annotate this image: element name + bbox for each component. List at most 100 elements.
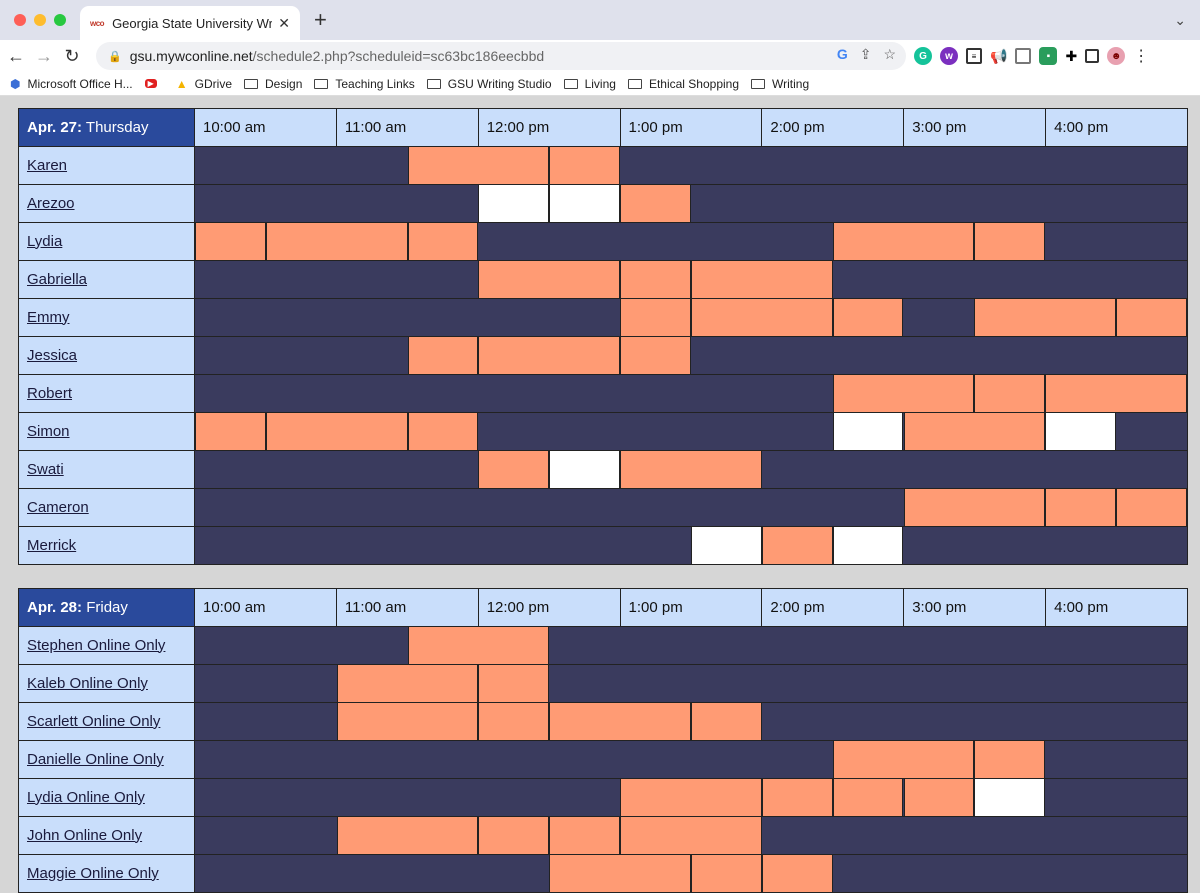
available-slot[interactable] [1045, 488, 1117, 526]
available-slot[interactable] [1045, 374, 1187, 412]
available-slot[interactable] [620, 298, 691, 336]
robot-icon[interactable]: ▪ [1039, 47, 1058, 65]
bookmark-item[interactable]: Teaching Links [314, 77, 415, 91]
available-slot[interactable] [974, 298, 1117, 336]
available-slot[interactable] [407, 146, 550, 184]
available-slot[interactable] [974, 374, 1046, 412]
document-icon[interactable] [1015, 48, 1032, 64]
available-slot[interactable] [690, 702, 762, 740]
tutor-name-link[interactable]: Danielle Online Only [27, 750, 164, 768]
tutor-name-link[interactable]: Kaleb Online Only [27, 674, 148, 692]
open-slot[interactable] [549, 450, 621, 488]
available-slot[interactable] [478, 664, 550, 702]
available-slot[interactable] [195, 222, 266, 260]
available-slot[interactable] [690, 854, 762, 892]
available-slot[interactable] [832, 222, 975, 260]
available-slot[interactable] [407, 412, 479, 450]
tutor-name-link[interactable]: Stephen Online Only [27, 636, 166, 654]
forward-button[interactable]: → [35, 45, 53, 66]
available-slot[interactable] [336, 702, 479, 740]
maximize-window-button[interactable] [54, 14, 66, 26]
tutor-name-link[interactable]: Swati [27, 460, 64, 478]
puzzle-icon[interactable]: ✚ [1065, 47, 1078, 64]
grammarly-icon[interactable]: G [914, 47, 932, 65]
available-slot[interactable] [832, 778, 904, 816]
available-slot[interactable] [620, 184, 691, 222]
available-slot[interactable] [478, 816, 550, 854]
available-slot[interactable] [832, 298, 904, 336]
minimize-window-button[interactable] [34, 14, 46, 26]
tutor-name-link[interactable]: Gabriella [27, 270, 88, 288]
available-slot[interactable] [974, 222, 1046, 260]
open-slot[interactable] [690, 526, 762, 564]
available-slot[interactable] [478, 702, 550, 740]
available-slot[interactable] [407, 336, 479, 374]
available-slot[interactable] [832, 740, 975, 778]
tutor-name-link[interactable]: Maggie Online Only [27, 864, 159, 882]
tutor-name-link[interactable]: Merrick [27, 536, 77, 554]
bookmark-item[interactable]: Writing [751, 77, 809, 91]
bookmark-item[interactable]: ▲ GDrive [176, 77, 232, 91]
available-slot[interactable] [549, 702, 691, 740]
available-slot[interactable] [690, 298, 833, 336]
tutor-name-link[interactable]: Robert [27, 384, 73, 402]
available-slot[interactable] [549, 816, 621, 854]
available-slot[interactable] [195, 412, 266, 450]
available-slot[interactable] [549, 146, 621, 184]
available-slot[interactable] [974, 740, 1046, 778]
open-slot[interactable] [832, 412, 904, 450]
open-slot[interactable] [1045, 412, 1117, 450]
available-slot[interactable] [336, 664, 479, 702]
available-slot[interactable] [761, 778, 833, 816]
tutor-name-link[interactable]: Lydia Online Only [27, 788, 145, 806]
tutor-name-link[interactable]: Lydia [27, 232, 63, 250]
google-lens-icon[interactable]: G [836, 46, 848, 62]
bookmark-item[interactable]: Ethical Shopping [627, 77, 739, 91]
browser-tab[interactable]: wco Georgia State University Writin ✕ [80, 6, 300, 40]
tutor-name-link[interactable]: Simon [27, 422, 70, 440]
available-slot[interactable] [620, 260, 691, 298]
available-slot[interactable] [761, 526, 833, 564]
bookmark-item[interactable]: Living [563, 77, 616, 91]
available-slot[interactable] [478, 260, 621, 298]
available-slot[interactable] [832, 374, 975, 412]
tab-search-chevron-icon[interactable]: ⌄ [1174, 12, 1186, 28]
available-slot[interactable] [903, 412, 1046, 450]
bookmark-item[interactable]: Design [244, 77, 302, 91]
tutor-name-link[interactable]: Karen [27, 156, 68, 174]
available-slot[interactable] [690, 260, 833, 298]
extension-w-icon[interactable]: w [940, 47, 958, 65]
available-slot[interactable] [1116, 298, 1187, 336]
available-slot[interactable] [265, 222, 408, 260]
available-slot[interactable] [478, 450, 550, 488]
tutor-name-link[interactable]: Emmy [27, 308, 70, 326]
available-slot[interactable] [407, 626, 550, 664]
tutor-name-link[interactable]: Jessica [27, 346, 78, 364]
available-slot[interactable] [549, 854, 691, 892]
available-slot[interactable] [903, 778, 975, 816]
bookmark-item[interactable]: ▶ [144, 79, 164, 88]
reader-icon[interactable]: ≡ [966, 48, 982, 64]
back-button[interactable]: ← [7, 45, 25, 66]
available-slot[interactable] [478, 336, 621, 374]
available-slot[interactable] [336, 816, 479, 854]
bookmark-star-icon[interactable]: ☆ [883, 46, 896, 62]
more-menu-icon[interactable]: ⋮ [1133, 48, 1150, 65]
tutor-name-link[interactable]: Scarlett Online Only [27, 712, 161, 730]
open-slot[interactable] [832, 526, 904, 564]
tutor-name-link[interactable]: Arezoo [27, 194, 75, 212]
avatar[interactable]: ☻ [1107, 47, 1126, 65]
available-slot[interactable] [903, 488, 1046, 526]
available-slot[interactable] [761, 854, 833, 892]
megaphone-icon[interactable]: 📢 [990, 47, 1008, 64]
bookmark-item[interactable]: ⬢ Microsoft Office H... [10, 77, 133, 91]
available-slot[interactable] [620, 816, 762, 854]
available-slot[interactable] [407, 222, 479, 260]
bookmark-item[interactable]: GSU Writing Studio [426, 77, 552, 91]
open-slot[interactable] [478, 184, 550, 222]
tutor-name-link[interactable]: John Online Only [27, 826, 143, 844]
available-slot[interactable] [1116, 488, 1187, 526]
tutor-name-link[interactable]: Cameron [27, 498, 89, 516]
available-slot[interactable] [265, 412, 408, 450]
open-slot[interactable] [549, 184, 621, 222]
